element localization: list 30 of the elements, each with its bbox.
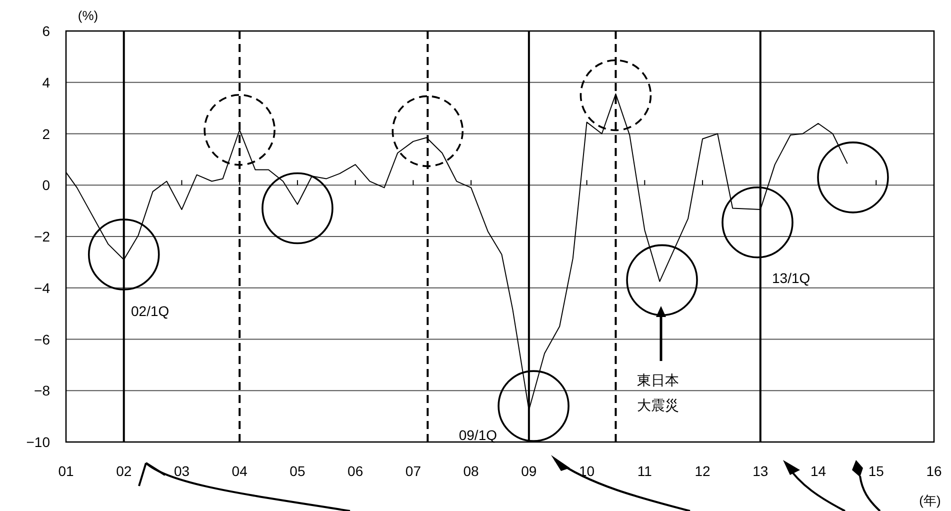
x-tick-label: 02 [116,463,132,479]
x-tick-label: 13 [752,463,768,479]
y-tick-label: −4 [34,280,50,296]
y-tick-label: 4 [42,74,50,90]
x-tick-label: 14 [810,463,826,479]
y-tick-label: −2 [34,228,50,244]
x-axis-title: (年) [919,493,941,508]
x-tick-label: 15 [868,463,884,479]
x-tick-label: 08 [463,463,480,479]
y-tick-label: −8 [34,382,50,399]
x-tick-label: 04 [232,463,248,479]
y-tick-label: 6 [42,23,50,39]
annotation: 02/1Q [131,303,170,319]
x-tick-label: 09 [521,463,537,479]
x-tick-label: 03 [174,463,190,479]
x-tick-label: 01 [58,463,74,479]
y-tick-label: −10 [26,434,50,450]
x-tick-label: 11 [637,463,652,479]
y-tick-label: 0 [42,177,50,194]
x-tick-label: 06 [348,463,364,479]
x-tick-label: 12 [694,463,711,479]
y-tick-label: 2 [42,126,50,142]
x-tick-label: 16 [926,463,942,479]
x-tick-label: 05 [290,463,306,479]
x-tick-label: 07 [405,463,422,479]
annotation: 東日本大震災 [637,372,679,413]
y-axis-title: (%) [78,8,98,23]
annotation: 13/1Q [772,270,810,286]
y-tick-label: −6 [34,331,50,348]
annotation: 09/1Q [458,427,498,443]
